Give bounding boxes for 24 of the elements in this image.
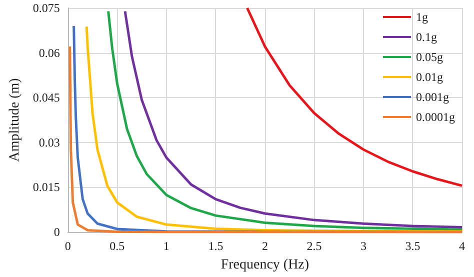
x-tick-label: 1.5 (208, 239, 224, 253)
x-tick-label: 2 (262, 239, 268, 253)
y-tick-label: 0 (54, 225, 60, 239)
x-tick-label: 4 (459, 239, 465, 253)
x-tick-label: 3 (360, 239, 366, 253)
y-tick-label: 0.03 (38, 135, 60, 150)
legend-label: 0.0001g (416, 110, 455, 124)
legend-label: 0.05g (416, 50, 443, 64)
y-tick-label: 0.015 (32, 180, 60, 194)
legend-label: 0.01g (416, 70, 443, 84)
legend-label: 1g (416, 10, 428, 24)
x-tick-label: 0.5 (110, 239, 125, 253)
y-axis-title: Amplitude (m) (8, 78, 22, 162)
y-tick-label: 0.075 (32, 1, 60, 15)
y-tick-label: 0.06 (38, 46, 60, 60)
y-tick-label: 0.045 (32, 90, 60, 105)
line-series (246, 6, 464, 187)
legend-label: 0.001g (416, 90, 449, 104)
legend-label: 0.1g (416, 30, 437, 44)
x-tick-label: 1 (163, 239, 170, 253)
x-tick-label: 2.5 (306, 239, 322, 253)
x-tick-label: 0 (64, 239, 71, 253)
x-axis-title: Frequency (Hz) (220, 258, 310, 272)
x-tick-label: 3.5 (405, 239, 420, 253)
